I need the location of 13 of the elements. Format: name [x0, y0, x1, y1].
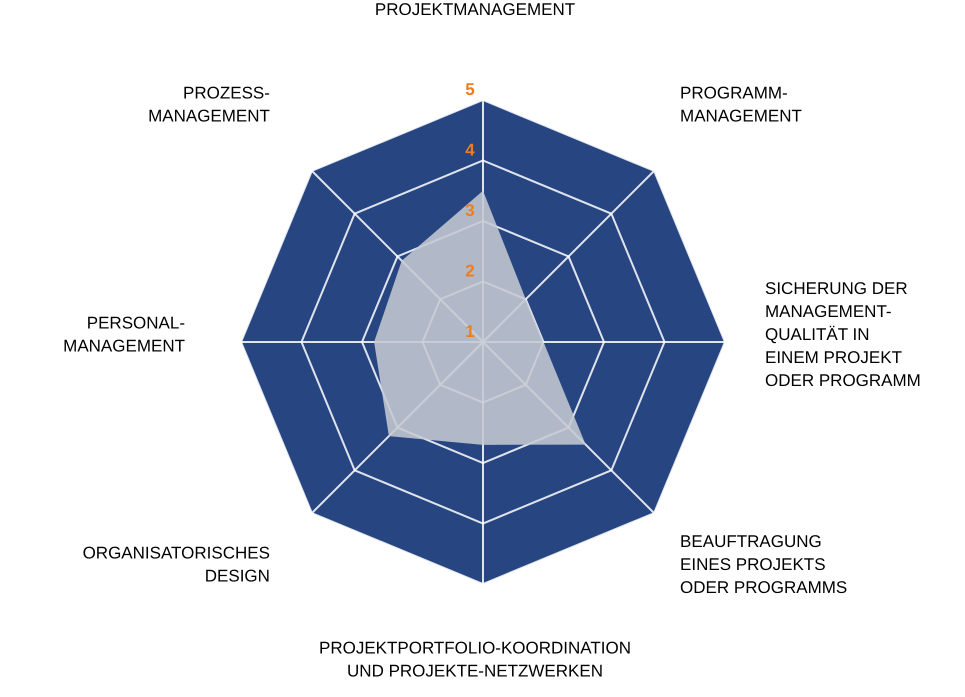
spoke-label: BEAUFTRAGUNG EINES PROJEKTS ODER PROGRAMMS [680, 532, 848, 597]
spoke-label: ORGANISATORISCHES DESIGN [82, 543, 270, 586]
y-tick-label: 1 [465, 322, 475, 341]
y-tick-label: 2 [465, 262, 475, 280]
y-tick-label: 4 [465, 140, 476, 160]
spoke-label: PROZESS- MANAGEMENT [148, 84, 270, 126]
spoke-label: PROJEKTPORTFOLIO-KOORDINATION UND PROJEKTE-NETZWERKEN [318, 638, 632, 680]
y-tick-label: 5 [465, 80, 475, 99]
y-tick-label: 3 [465, 201, 475, 220]
spoke-label: PROJEKTMANAGEMENT [374, 0, 576, 19]
spoke-label: SICHERUNG DER MANAGEMENT- QUALITÄT IN EINEM PROJEKT ODER PROGRAMM [765, 279, 921, 390]
spoke-label: PROGRAMM- MANAGEMENT [680, 84, 802, 126]
spoke-label: PERSONAL- MANAGEMENT [63, 314, 185, 356]
